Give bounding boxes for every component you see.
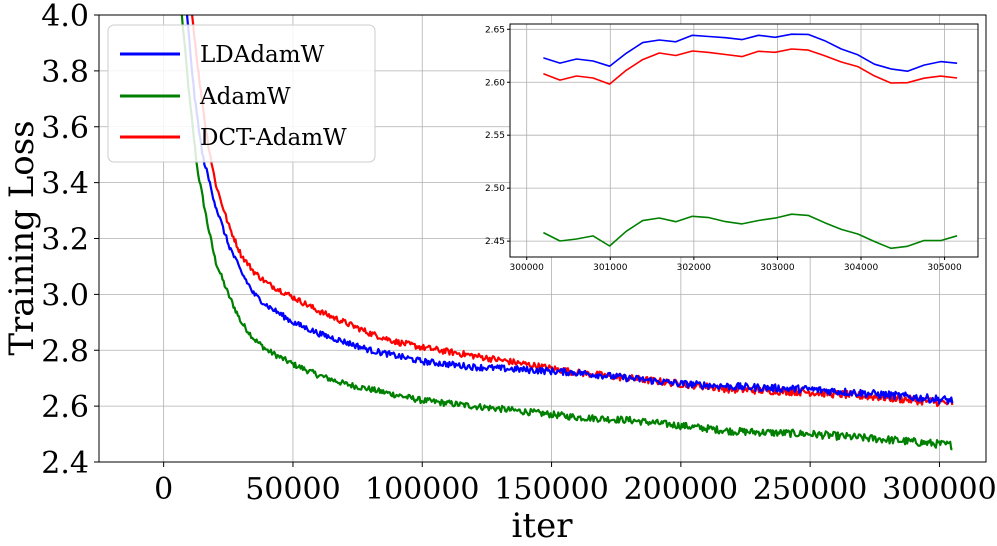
main-x-tick-label: 250000	[753, 472, 868, 507]
main-y-tick-label: 2.8	[41, 334, 89, 369]
legend-label-dct-adamw: DCT-AdamW	[200, 125, 347, 151]
main-y-tick-label: 3.6	[41, 111, 89, 146]
main-series-adamw	[180, 15, 953, 451]
inset-y-tick-label: 2.60	[485, 78, 505, 88]
inset-x-tick-label: 304000	[844, 263, 879, 273]
inset-y-tick-label: 2.65	[485, 25, 505, 35]
inset-series-dct-adamw	[543, 48, 958, 85]
main-y-tick-label: 3.0	[41, 278, 89, 313]
inset-x-tick-label: 301000	[593, 263, 628, 273]
inset-series-ldadamw	[543, 33, 958, 72]
x-axis-label: iter	[512, 506, 574, 546]
main-y-tick-label: 2.4	[41, 446, 89, 481]
inset-plot-frame	[509, 23, 979, 258]
main-series-lines	[180, 15, 954, 451]
inset-x-tick-label: 302000	[677, 263, 712, 273]
legend-box	[107, 24, 376, 163]
inset-grid	[510, 24, 978, 257]
inset-series-adamw	[543, 213, 958, 250]
main-x-tick-label: 50000	[245, 472, 340, 507]
inset-x-tick-label: 305000	[927, 263, 962, 273]
main-x-ticks: 0 50000 100000 150000 200000 250000 300000	[154, 462, 997, 507]
main-series-ldadamw	[185, 15, 954, 405]
inset-y-tick-label: 2.50	[485, 184, 505, 194]
inset-chart: 300000 301000 302000 303000 304000 305000 2.4…	[485, 23, 979, 273]
inset-y-tick-label: 2.55	[485, 131, 505, 141]
inset-y-tick-label: 2.45	[485, 237, 505, 247]
legend-label-ldadamw: LDAdamW	[200, 42, 325, 68]
main-x-tick-label: 200000	[624, 472, 739, 507]
main-y-ticks: 2.4 2.6 2.8 3.0 3.2 3.4 3.6 3.8 4.0	[41, 0, 99, 481]
main-x-tick-label: 100000	[365, 472, 480, 507]
inset-y-ticks: 2.45 2.50 2.55 2.60 2.65	[485, 25, 510, 247]
main-y-tick-label: 3.8	[41, 55, 89, 90]
legend: LDAdamW AdamW DCT-AdamW	[107, 24, 376, 163]
main-x-tick-label: 0	[154, 472, 173, 507]
main-x-tick-label: 150000	[494, 472, 609, 507]
inset-x-tick-label: 303000	[760, 263, 795, 273]
legend-label-adamw: AdamW	[199, 84, 291, 110]
y-axis-label: Training Loss	[2, 120, 42, 355]
main-y-tick-label: 4.0	[41, 0, 89, 34]
inset-x-ticks: 300000 301000 302000 303000 304000 305000	[510, 257, 962, 273]
main-y-tick-label: 3.2	[41, 223, 89, 258]
inset-series-lines	[543, 33, 958, 250]
main-y-tick-label: 3.4	[41, 167, 89, 202]
main-y-tick-label: 2.6	[41, 390, 89, 425]
inset-x-tick-label: 300000	[510, 263, 545, 273]
inset-background	[510, 24, 978, 257]
main-x-tick-label: 300000	[882, 472, 997, 507]
